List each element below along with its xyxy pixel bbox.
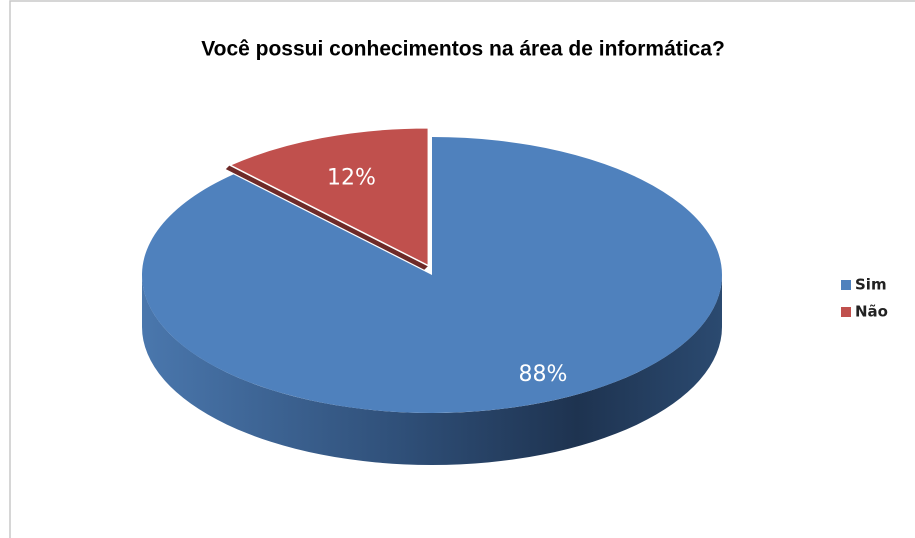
legend-label: Sim [855, 276, 887, 294]
legend-swatch [841, 307, 851, 317]
slice-side [142, 275, 722, 465]
slice-edge [225, 165, 429, 270]
legend-label: Não [855, 303, 888, 321]
slice [228, 126, 430, 267]
data-label: 12% [327, 165, 376, 190]
slice [141, 137, 723, 413]
chart-title: Você possui conhecimentos na área de inf… [201, 38, 725, 61]
legend-swatch [841, 280, 851, 290]
chart-frame [9, 0, 915, 538]
data-label: 88% [519, 362, 568, 387]
